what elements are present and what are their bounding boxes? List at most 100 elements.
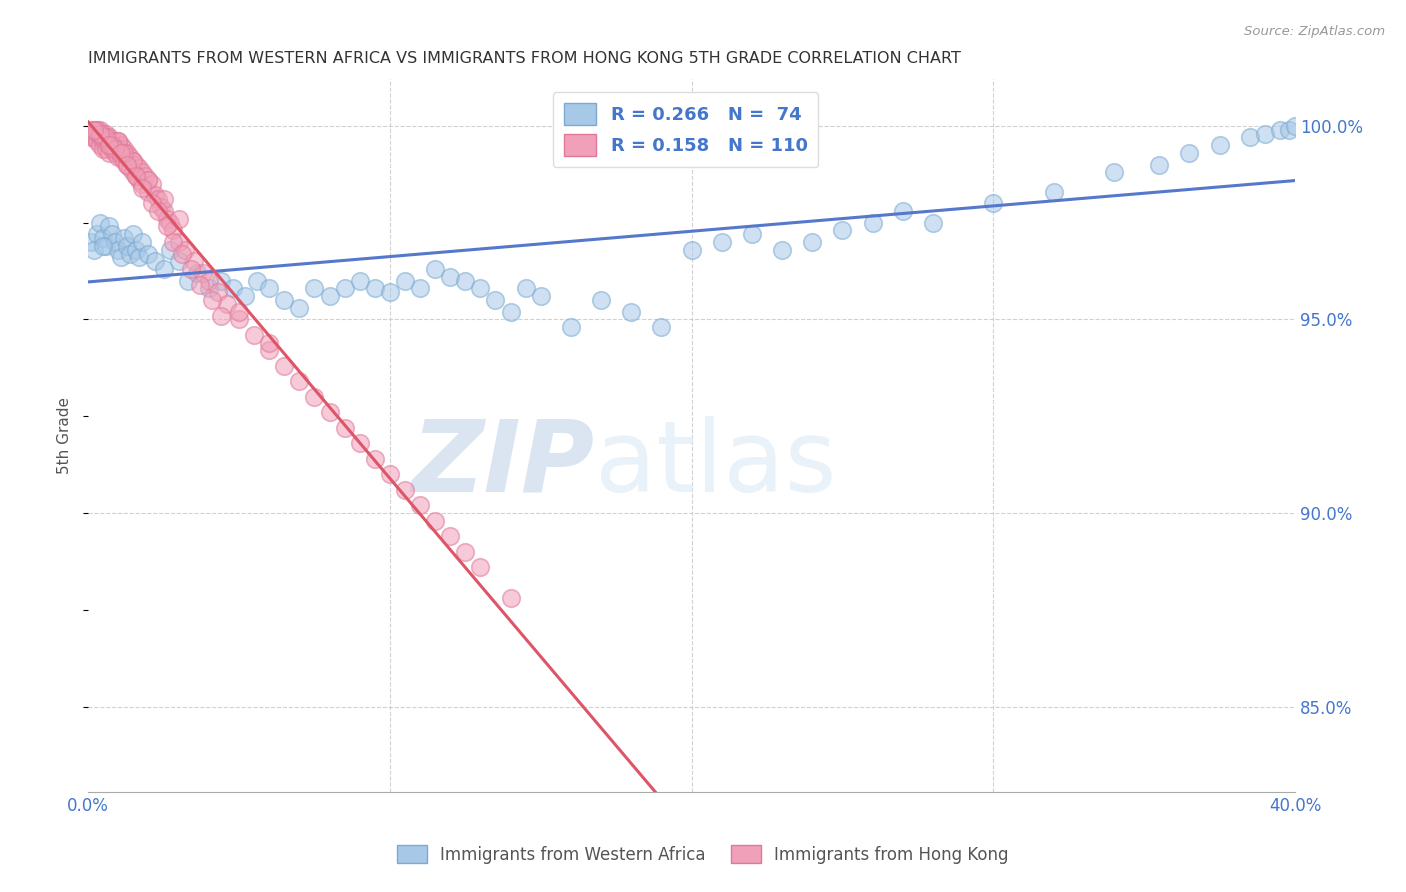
Point xyxy=(96,134,118,148)
Point xyxy=(454,544,477,558)
Point xyxy=(770,243,793,257)
Point xyxy=(183,254,205,268)
Point xyxy=(86,122,108,136)
Point xyxy=(159,243,181,257)
Point xyxy=(333,281,356,295)
Text: IMMIGRANTS FROM WESTERN AFRICA VS IMMIGRANTS FROM HONG KONG 5TH GRADE CORRELATIO: IMMIGRANTS FROM WESTERN AFRICA VS IMMIGR… xyxy=(89,51,962,66)
Point xyxy=(104,134,127,148)
Point xyxy=(122,227,145,242)
Point xyxy=(107,142,129,156)
Point xyxy=(378,467,401,482)
Point xyxy=(922,216,945,230)
Point xyxy=(83,122,105,136)
Point xyxy=(364,451,387,466)
Point xyxy=(173,243,195,257)
Point xyxy=(152,193,174,207)
Point xyxy=(394,274,416,288)
Point xyxy=(333,421,356,435)
Point xyxy=(138,173,160,187)
Point xyxy=(222,281,245,295)
Point xyxy=(80,122,103,136)
Point xyxy=(83,122,105,136)
Point xyxy=(530,289,553,303)
Point xyxy=(149,200,172,214)
Point xyxy=(349,274,371,288)
Point xyxy=(288,301,311,315)
Point xyxy=(981,196,1004,211)
Point xyxy=(1147,157,1170,171)
Point xyxy=(257,335,280,350)
Point xyxy=(207,285,229,300)
Point xyxy=(394,483,416,497)
Point xyxy=(101,138,124,153)
Point xyxy=(349,436,371,450)
Point xyxy=(110,150,132,164)
Point xyxy=(96,130,118,145)
Point xyxy=(86,227,108,242)
Point xyxy=(117,157,139,171)
Point xyxy=(91,142,114,156)
Point xyxy=(439,529,461,543)
Point xyxy=(650,320,672,334)
Point xyxy=(710,235,733,249)
Text: atlas: atlas xyxy=(595,416,837,513)
Point xyxy=(91,231,114,245)
Point xyxy=(1178,145,1201,160)
Point xyxy=(831,223,853,237)
Point xyxy=(409,281,432,295)
Point xyxy=(188,277,211,292)
Point xyxy=(1208,138,1230,153)
Point xyxy=(131,180,153,194)
Point xyxy=(470,281,492,295)
Point xyxy=(159,216,181,230)
Point xyxy=(141,196,163,211)
Point xyxy=(134,169,156,183)
Point xyxy=(1254,127,1277,141)
Point xyxy=(143,254,166,268)
Point xyxy=(101,134,124,148)
Point xyxy=(112,145,135,160)
Point xyxy=(110,138,132,153)
Point xyxy=(96,142,118,156)
Point xyxy=(167,235,190,249)
Point xyxy=(128,251,150,265)
Point xyxy=(86,122,108,136)
Point xyxy=(454,274,477,288)
Point xyxy=(243,327,266,342)
Point xyxy=(152,204,174,219)
Point xyxy=(1102,165,1125,179)
Point xyxy=(141,177,163,191)
Y-axis label: 5th Grade: 5th Grade xyxy=(58,397,72,474)
Point xyxy=(98,219,121,234)
Point xyxy=(89,130,111,145)
Point xyxy=(112,153,135,168)
Point xyxy=(138,173,160,187)
Point xyxy=(423,262,446,277)
Text: Source: ZipAtlas.com: Source: ZipAtlas.com xyxy=(1244,25,1385,38)
Point xyxy=(162,235,184,249)
Point xyxy=(228,304,250,318)
Point xyxy=(86,134,108,148)
Point xyxy=(96,239,118,253)
Point xyxy=(801,235,824,249)
Point xyxy=(104,142,127,156)
Point xyxy=(409,498,432,512)
Point xyxy=(122,153,145,168)
Point xyxy=(138,185,160,199)
Point xyxy=(499,591,522,606)
Point xyxy=(304,390,326,404)
Point xyxy=(191,266,214,280)
Point xyxy=(131,177,153,191)
Point xyxy=(96,127,118,141)
Point xyxy=(104,145,127,160)
Point xyxy=(107,134,129,148)
Point xyxy=(152,262,174,277)
Point xyxy=(201,293,224,307)
Point xyxy=(484,293,506,307)
Point xyxy=(423,514,446,528)
Point xyxy=(167,254,190,268)
Point xyxy=(155,211,177,226)
Point xyxy=(125,157,148,171)
Point xyxy=(120,246,142,260)
Point xyxy=(86,127,108,141)
